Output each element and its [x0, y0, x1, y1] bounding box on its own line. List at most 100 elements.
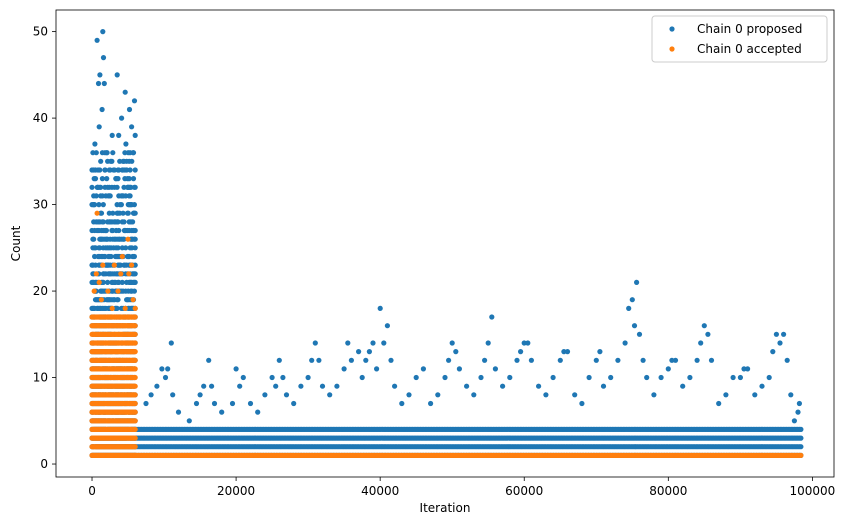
data-point [291, 400, 297, 407]
legend-marker [669, 26, 675, 32]
data-point [449, 340, 455, 346]
data-point [98, 210, 105, 216]
data-point [388, 357, 394, 363]
data-point [106, 210, 112, 216]
data-point [791, 418, 798, 424]
data-point [557, 357, 563, 363]
data-point [94, 210, 100, 216]
data-point [550, 374, 556, 381]
data-point [374, 366, 380, 372]
y-tick-label: 0 [40, 457, 48, 471]
data-point [132, 444, 138, 450]
data-point [100, 219, 106, 225]
data-point [99, 176, 105, 182]
legend-marker [669, 46, 675, 52]
data-point [132, 262, 138, 268]
data-point [305, 374, 311, 381]
data-point [269, 374, 275, 381]
data-point [94, 37, 100, 43]
data-point [564, 349, 571, 355]
data-point [132, 392, 138, 398]
data-point [129, 158, 135, 164]
data-point [120, 167, 126, 173]
data-point [127, 167, 133, 173]
data-point [91, 288, 97, 294]
data-point [93, 150, 99, 156]
data-point [665, 366, 671, 372]
data-point [162, 374, 169, 381]
data-point [132, 323, 138, 329]
data-point [100, 279, 106, 285]
data-point [255, 409, 261, 415]
data-point [561, 349, 567, 355]
y-tick-label: 50 [33, 25, 48, 39]
data-point [89, 184, 95, 190]
data-point [186, 418, 192, 424]
data-point [132, 236, 138, 242]
data-point [597, 349, 603, 355]
data-point [95, 80, 102, 87]
data-point [119, 115, 125, 121]
data-point [636, 331, 643, 337]
data-point [600, 383, 607, 389]
data-point [100, 262, 106, 268]
data-point [536, 383, 542, 389]
data-point [131, 253, 137, 260]
data-point [752, 392, 758, 398]
data-point [745, 366, 751, 372]
data-point [131, 210, 137, 216]
data-point [121, 227, 127, 234]
data-point [420, 366, 426, 372]
data-point [348, 357, 354, 363]
data-point [115, 288, 121, 294]
data-point [622, 340, 628, 346]
data-point [132, 383, 138, 389]
data-point [341, 366, 347, 372]
data-point [273, 383, 279, 389]
data-point [100, 29, 106, 35]
data-point [132, 374, 138, 381]
data-point [629, 297, 635, 303]
data-point [132, 305, 138, 311]
data-point [132, 314, 138, 320]
data-point [698, 340, 704, 346]
data-point [165, 366, 171, 372]
data-point [705, 331, 711, 337]
data-point [680, 383, 686, 389]
data-point [428, 400, 434, 407]
data-point [219, 409, 225, 415]
data-point [283, 392, 290, 398]
data-point [113, 176, 119, 182]
data-point [118, 271, 124, 277]
data-point [170, 392, 176, 398]
data-point [334, 383, 340, 389]
data-point [276, 357, 282, 363]
data-point [240, 374, 246, 381]
data-point [701, 323, 707, 329]
data-point [237, 383, 243, 389]
data-point [132, 227, 138, 234]
data-point [125, 184, 131, 190]
data-point [93, 271, 99, 277]
plot-frame [55, 9, 835, 478]
data-point [586, 374, 592, 381]
y-tick-label: 20 [33, 284, 48, 298]
legend-box [651, 15, 828, 63]
data-point [132, 132, 138, 138]
data-point [111, 219, 117, 225]
data-point [91, 236, 97, 242]
data-point [464, 383, 470, 389]
data-point [442, 374, 448, 381]
data-point [798, 444, 804, 450]
data-point [316, 357, 322, 363]
data-point [127, 193, 133, 199]
x-axis-label: Iteration [420, 501, 471, 515]
data-point [100, 55, 107, 61]
data-point [694, 357, 700, 363]
data-point [471, 392, 477, 398]
data-point [500, 383, 506, 389]
data-point [770, 349, 776, 355]
data-point [102, 167, 108, 173]
data-point [98, 193, 104, 199]
